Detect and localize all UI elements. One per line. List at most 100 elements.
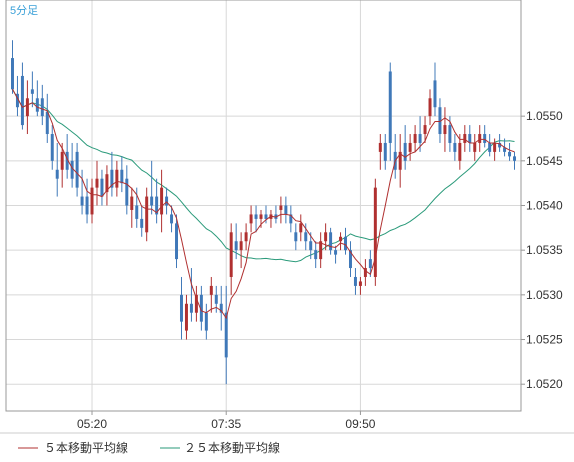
candle-body (160, 187, 164, 215)
candle (140, 205, 144, 237)
candle (408, 134, 412, 161)
candle-body (110, 169, 114, 188)
candle (353, 268, 357, 295)
candle-body (70, 160, 74, 179)
candle (334, 245, 338, 264)
candle-body (428, 98, 432, 117)
candle (348, 241, 352, 277)
candle (65, 134, 69, 179)
candles-layer (10, 40, 517, 385)
candle (249, 205, 253, 233)
candle-body (284, 205, 288, 215)
candle (179, 276, 183, 340)
candle-body (35, 98, 39, 112)
candle (344, 227, 348, 255)
candle-body (299, 223, 303, 233)
y-axis-ticks: 1.0520 1.0525 1.0530 1.0535 1.0540 1.0545 1.05… (521, 109, 563, 391)
candle (339, 232, 343, 251)
candle (10, 40, 14, 94)
candle (35, 80, 39, 117)
candle (100, 169, 104, 206)
candle (229, 223, 233, 295)
candle-body (80, 196, 84, 206)
candle-body (55, 169, 59, 179)
candle-body (45, 111, 49, 135)
y-tick-label: 1.0535 (526, 243, 563, 257)
x-tick-label: 09:50 (345, 417, 375, 431)
candle (25, 80, 29, 135)
candle (80, 169, 84, 215)
candle-body (294, 232, 298, 242)
candle (294, 223, 298, 251)
candle (373, 178, 377, 286)
candle-body (289, 214, 293, 224)
candle (468, 125, 472, 152)
candle-body (140, 218, 144, 228)
candle (403, 125, 407, 170)
candle-body (30, 89, 34, 94)
candle-body (264, 214, 268, 219)
candle-body (234, 241, 238, 251)
candle-body (120, 169, 124, 184)
candle-body (508, 151, 512, 157)
candle (55, 142, 59, 197)
candle-body (368, 259, 372, 269)
y-tick-label: 1.0525 (526, 333, 563, 347)
candle-body (309, 241, 313, 251)
candle (378, 134, 382, 170)
candle-body (498, 142, 502, 148)
candle (175, 214, 179, 269)
y-tick-label: 1.0545 (526, 154, 563, 168)
candle (110, 151, 114, 197)
candle-body (60, 151, 64, 170)
candle (398, 134, 402, 188)
candle (75, 142, 79, 197)
candle-body (85, 196, 89, 215)
candle (284, 196, 288, 224)
candle-body (135, 205, 139, 219)
candle-body (483, 134, 487, 143)
y-tick-label: 1.0530 (526, 288, 563, 302)
candle-body (304, 232, 308, 242)
candle-body (488, 142, 492, 152)
candle (358, 276, 362, 295)
candle-body (25, 98, 29, 117)
ma25-line (12, 89, 515, 263)
candle (239, 232, 243, 269)
candle-body (373, 187, 377, 277)
candle (413, 125, 417, 152)
candle (498, 134, 502, 152)
candle-body (165, 196, 169, 206)
x-tick-label: 05:20 (77, 417, 107, 431)
candle-body (378, 142, 382, 152)
candle (299, 214, 303, 242)
candle-body (448, 125, 452, 143)
candle (145, 187, 149, 242)
candle-body (105, 174, 109, 193)
candle (204, 303, 208, 340)
candle (150, 160, 154, 215)
candle-body (383, 142, 387, 161)
candle-body (224, 312, 228, 358)
candle-body (175, 223, 179, 260)
candle (458, 134, 462, 170)
candle-body (513, 156, 517, 161)
candle-body (279, 205, 283, 210)
candle-body (179, 294, 183, 322)
candle-body (398, 151, 402, 170)
candle-body (145, 196, 149, 233)
candle (199, 285, 203, 331)
candle (194, 285, 198, 322)
candle-body (50, 134, 54, 161)
candle (478, 125, 482, 152)
candle (214, 285, 218, 313)
candle (170, 205, 174, 233)
candle (115, 160, 119, 197)
candle (160, 169, 164, 233)
x-axis-ticks: 05:20 07:35 09:50 (77, 411, 376, 431)
candle (120, 156, 124, 193)
candle-body (209, 285, 213, 295)
y-tick-label: 1.0520 (526, 377, 563, 391)
candle-body (40, 98, 44, 117)
candle-body (344, 236, 348, 251)
